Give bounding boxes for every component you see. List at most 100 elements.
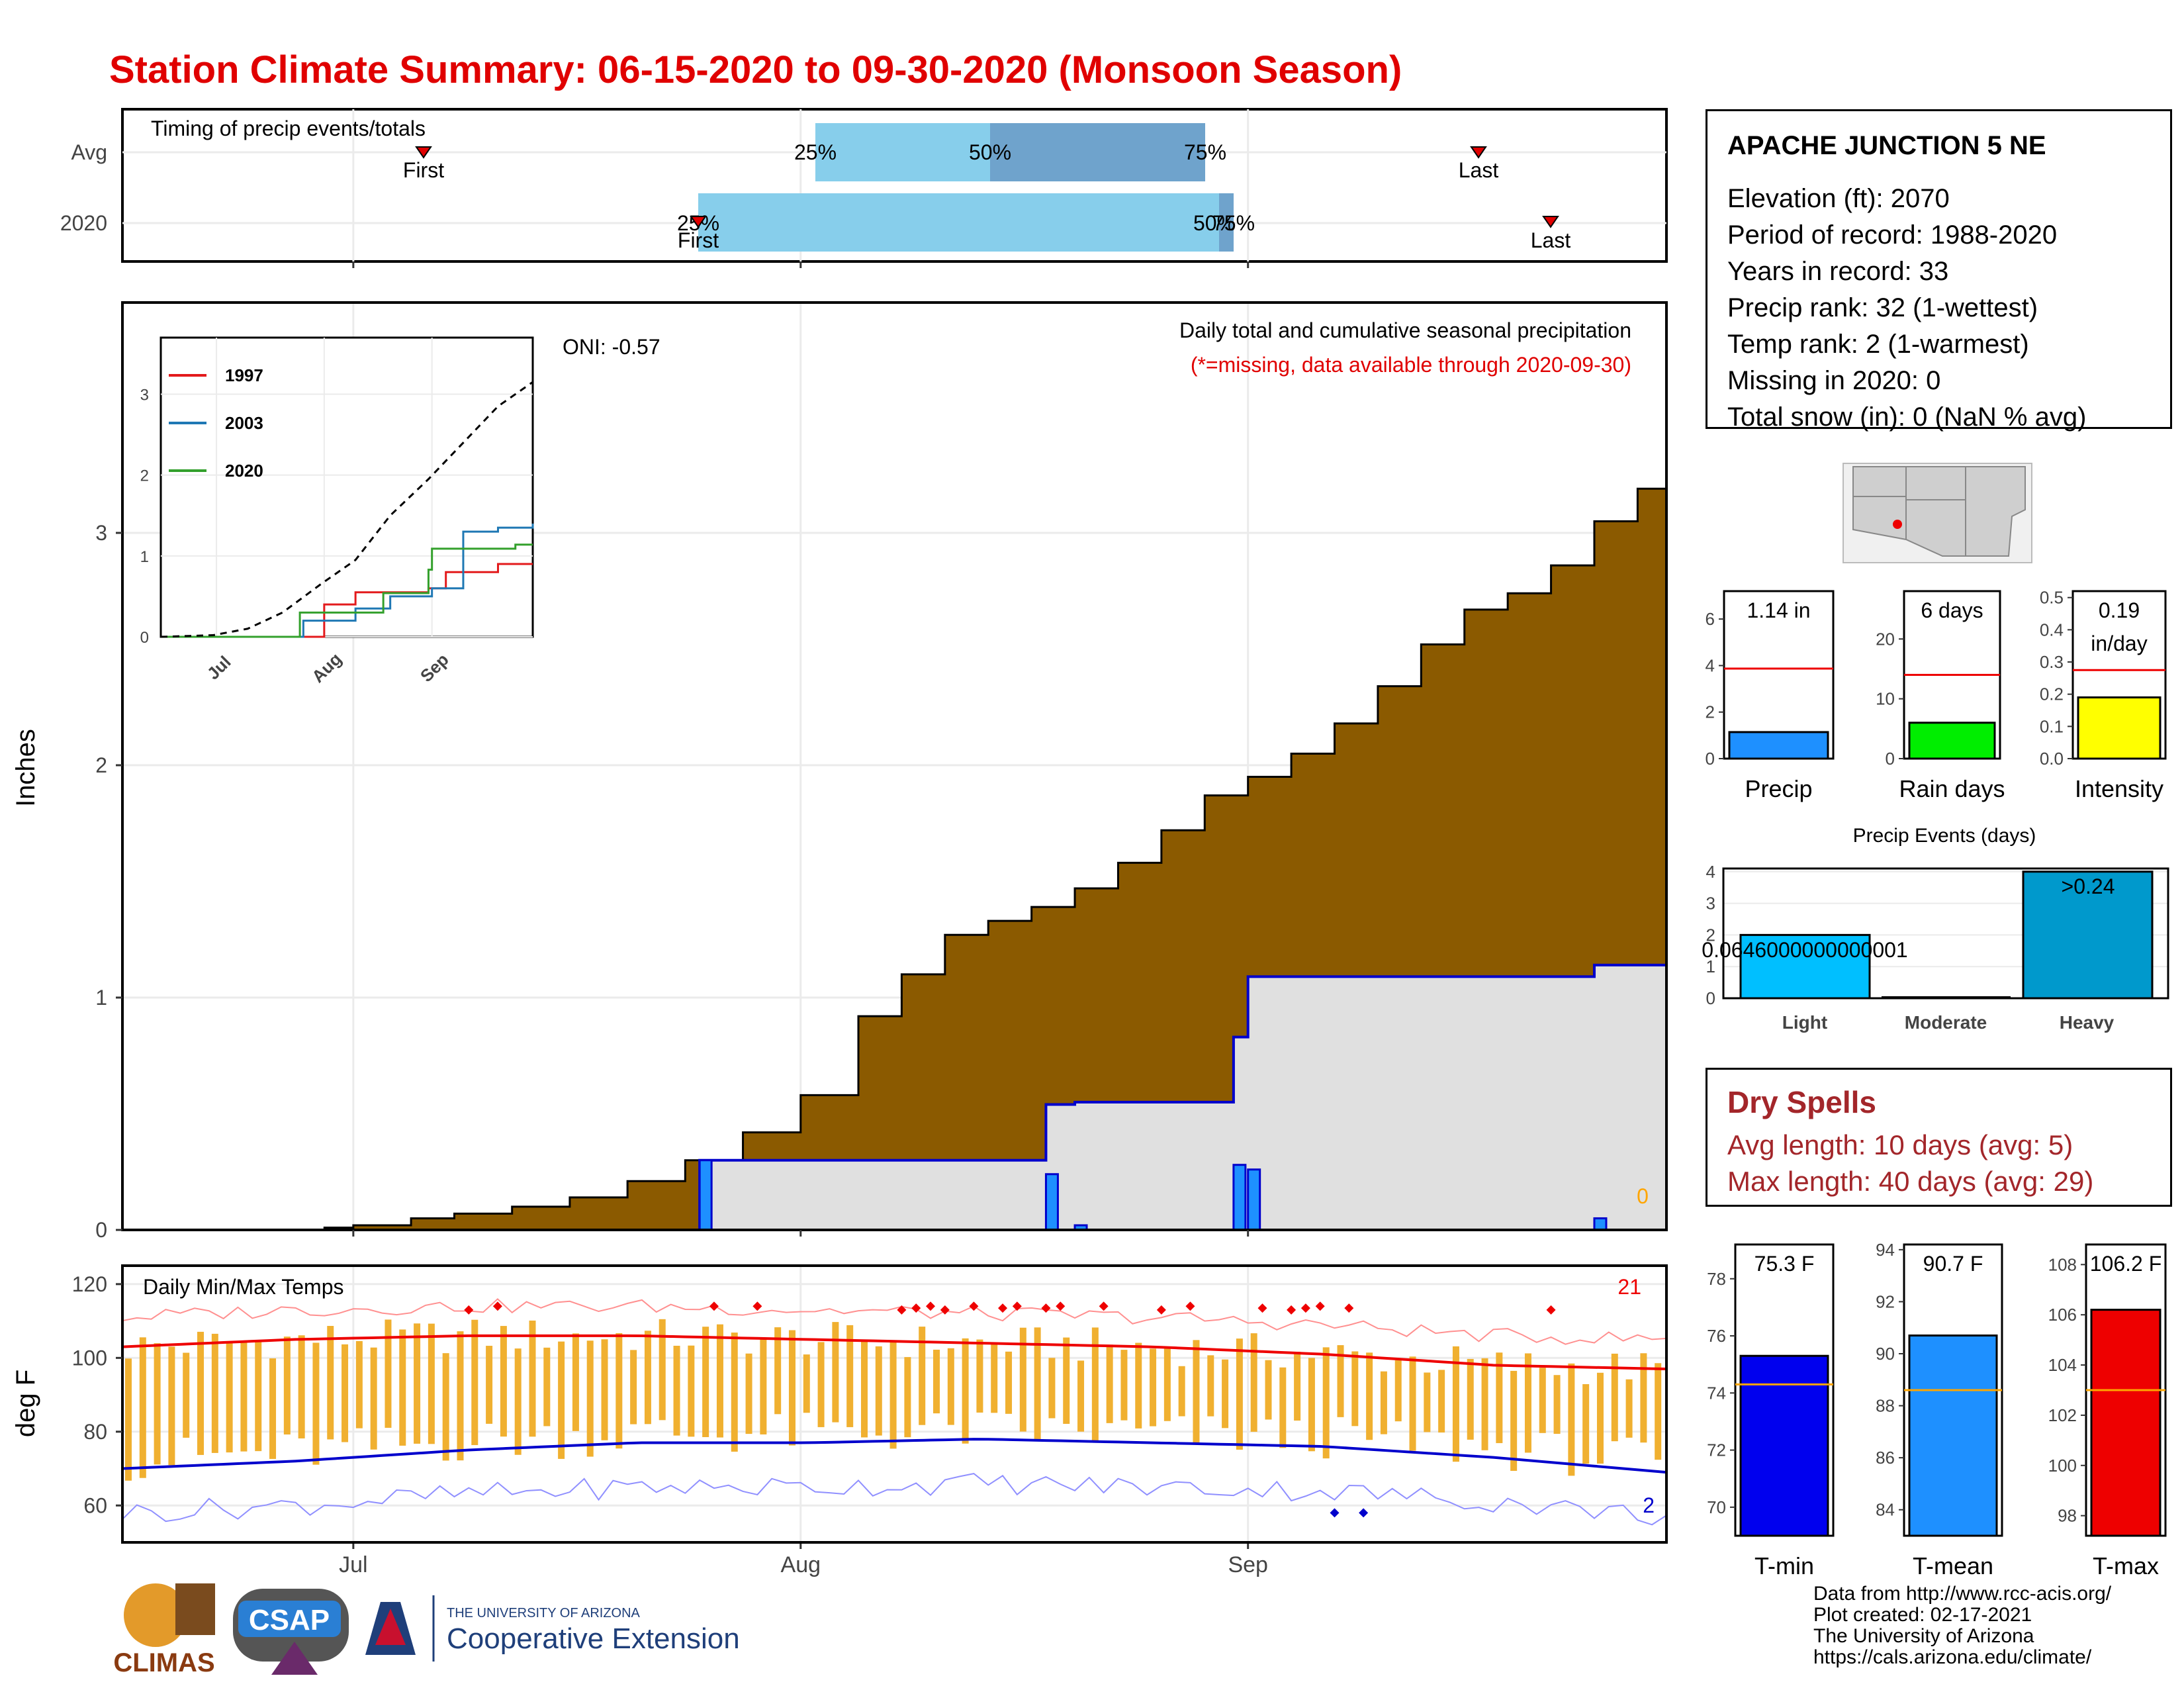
daily-temp-bar	[644, 1331, 651, 1425]
record-high-marker	[1056, 1301, 1066, 1311]
record-high-marker	[897, 1305, 907, 1315]
tmean-tick-label: 94	[1876, 1240, 1895, 1260]
daily-temp-bar	[211, 1333, 218, 1453]
footer-line: Plot created: 02-17-2021	[1813, 1604, 2032, 1626]
station-line: Elevation (ft): 2070	[1727, 184, 1950, 213]
temp-ytick-label: 100	[72, 1346, 107, 1370]
tmin-tick-label: 70	[1707, 1497, 1726, 1517]
daily-temp-bar	[1640, 1353, 1647, 1443]
daily-temp-bar	[1655, 1363, 1662, 1460]
daily-temp-bar	[500, 1326, 507, 1437]
tmax-tick-label: 106	[2048, 1305, 2077, 1325]
daily-temp-bar	[514, 1348, 522, 1455]
y2020-first-marker	[690, 216, 707, 228]
record-high-marker	[1185, 1301, 1195, 1311]
avg-tmin-line	[122, 1438, 1667, 1474]
events-frame	[1722, 867, 2169, 1000]
tmean-tick-label: 88	[1876, 1396, 1895, 1416]
events-tick-label: 3	[1706, 894, 1715, 914]
daily-temp-bar	[154, 1343, 161, 1465]
y2020-p50-label: 50%	[1193, 211, 1236, 235]
daily-temp-bar	[1150, 1348, 1157, 1427]
precip-total-tick-label: 4	[1706, 655, 1715, 675]
daily-precip-bar	[698, 1159, 713, 1231]
daily-temp-bar	[1380, 1371, 1387, 1434]
daily-temp-bar	[615, 1333, 623, 1449]
avg-tmax-line	[122, 1334, 1667, 1371]
intensity-label: Intensity	[2075, 775, 2163, 802]
y2020-first-label: First	[678, 228, 719, 252]
station-info-box: APACHE JUNCTION 5 NE Elevation (ft): 207…	[1706, 109, 2172, 432]
daily-temp-bar	[428, 1323, 435, 1444]
daily-temp-bar	[1077, 1360, 1085, 1432]
rain-days-tick-label: 20	[1876, 629, 1895, 649]
daily-temp-bar	[1582, 1383, 1590, 1464]
daily-temp-bar	[817, 1342, 825, 1427]
tmin-tick-label: 72	[1707, 1440, 1726, 1460]
intensity-tick-label: 0.4	[2040, 620, 2064, 639]
tmax-value: 106.2 F	[2090, 1252, 2162, 1276]
events-tick-label: 2	[1706, 925, 1715, 945]
daily-temp-bar	[1322, 1347, 1330, 1459]
daily-temp-bar	[1553, 1375, 1561, 1434]
tmin-label: T-min	[1754, 1552, 1814, 1579]
intensity-tick-label: 0.1	[2040, 716, 2064, 736]
daily-temp-bar	[1193, 1340, 1200, 1444]
daily-temp-bar	[586, 1340, 594, 1457]
record-high-marker	[1156, 1305, 1166, 1315]
daily-temp-bar	[1496, 1352, 1503, 1444]
daily-temp-bar	[572, 1333, 579, 1431]
climas-logo-text: CLIMAS	[113, 1648, 214, 1677]
inset-ytick-label: 1	[140, 548, 149, 566]
temp-panel-label: Daily Min/Max Temps	[143, 1275, 343, 1299]
footer-line: Data from http://www.rcc-acis.org/	[1813, 1583, 2112, 1605]
daily-temp-bar	[1279, 1367, 1287, 1448]
daily-temp-bar	[1019, 1327, 1026, 1432]
intensity-unit: in/day	[2091, 632, 2147, 655]
y2020-last-marker	[1542, 216, 1559, 228]
tmax-tick-label: 104	[2048, 1355, 2077, 1375]
daily-temp-bar	[1048, 1358, 1056, 1419]
climas-logo-sun	[124, 1583, 187, 1647]
record-high-marker	[1315, 1301, 1325, 1311]
precip-ytick-label: 2	[95, 753, 107, 777]
daily-temp-bar	[1524, 1353, 1531, 1453]
record-high-marker	[926, 1301, 936, 1311]
timing-row-label: Avg	[71, 140, 107, 164]
daily-temp-bar	[919, 1327, 926, 1425]
daily-temp-bar	[486, 1346, 493, 1424]
tmax-bar	[2090, 1309, 2161, 1537]
daily-temp-bar	[760, 1338, 767, 1434]
record-high-marker	[1546, 1305, 1556, 1315]
daily-temp-bar	[1611, 1353, 1618, 1442]
intensity-bar	[2077, 696, 2161, 760]
inset-series-line	[160, 381, 533, 638]
daily-temp-bar	[1091, 1327, 1099, 1443]
precip-total-tick-label: 6	[1706, 609, 1715, 629]
record-high-marker	[1300, 1303, 1310, 1313]
daily-temp-bar	[414, 1323, 421, 1444]
daily-temp-bar	[471, 1319, 478, 1446]
oni-label: ONI: -0.57	[563, 335, 660, 359]
csap-logo-banner	[238, 1601, 341, 1637]
events-tick-label: 4	[1706, 862, 1715, 882]
ua-logo-a-inner	[375, 1609, 406, 1645]
daily-temp-bar	[1467, 1358, 1474, 1440]
daily-temp-bar	[1438, 1370, 1445, 1433]
record-high-marker	[1344, 1303, 1354, 1313]
record-low-marker	[1359, 1508, 1369, 1518]
avg-p25-label: 25%	[794, 140, 837, 164]
intensity-tick-label: 0.0	[2040, 749, 2064, 769]
inset-legend-label: 2003	[225, 413, 263, 433]
daily-temp-bar	[860, 1341, 868, 1438]
tmean-tick-label: 84	[1876, 1500, 1895, 1520]
inset-ytick-label: 2	[140, 467, 149, 485]
daily-temp-bar	[197, 1331, 205, 1455]
daily-temp-bar	[601, 1339, 608, 1440]
tmean-tick-label: 92	[1876, 1291, 1895, 1311]
events-light-bar	[1739, 933, 1871, 1000]
daily-temp-bar	[298, 1335, 305, 1438]
record-max-count: 21	[1617, 1275, 1641, 1299]
rain-days-tick-label: 10	[1876, 689, 1895, 709]
daily-temp-bar	[1539, 1368, 1546, 1433]
